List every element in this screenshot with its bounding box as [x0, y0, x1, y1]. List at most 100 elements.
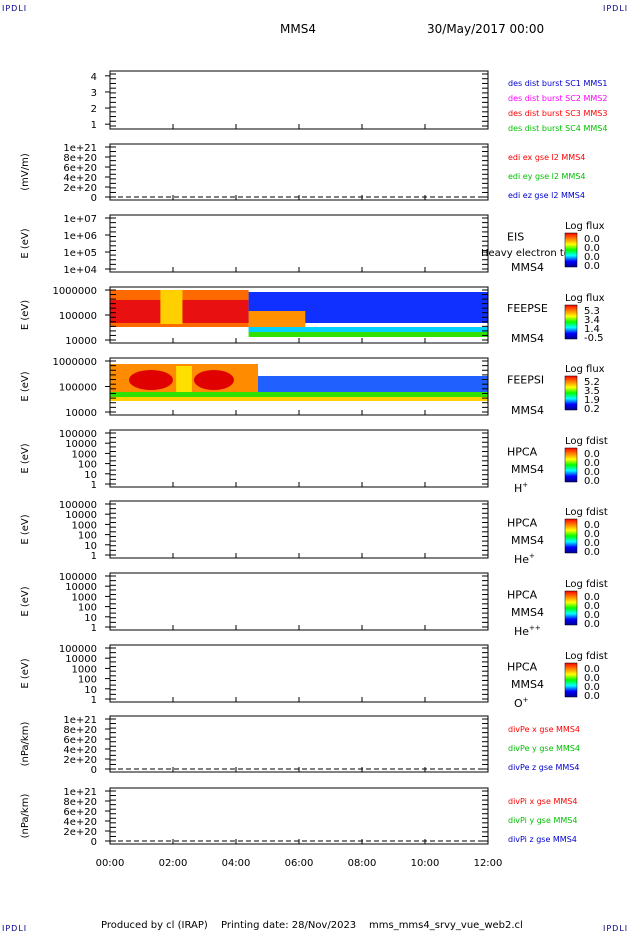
- instrument-label: HPCA: [507, 446, 538, 459]
- y-axis-label: E (eV): [20, 443, 31, 473]
- y-tick-label: 2e+20: [63, 755, 97, 766]
- feepse-gap: [160, 290, 183, 324]
- y-axis-label: E (eV): [20, 586, 31, 616]
- y-tick-label: 10000: [65, 510, 97, 521]
- y-tick-label: 10000: [65, 336, 97, 347]
- colorbar-tick-label: 0.0: [584, 538, 600, 549]
- y-tick-label: 100000: [59, 572, 97, 583]
- footer-produced-by: Produced by cl (IRAP): [101, 920, 208, 931]
- feepsi-core-right: [193, 370, 234, 390]
- time-tick-label: 00:00: [96, 858, 125, 869]
- series-legend-entry: divPe y gse MMS4: [508, 744, 580, 753]
- instrument-label: FEEPSI: [507, 374, 544, 387]
- date-title: 30/May/2017 00:00: [427, 22, 545, 36]
- corner-label-top-left: IPDLI: [2, 4, 28, 13]
- footer-printing-date: Printing date: 28/Nov/2023: [221, 920, 357, 931]
- y-tick-label: 100000: [59, 429, 97, 440]
- colorbar-tick-label: 0.0: [584, 458, 600, 469]
- colorbar-tick-label: 0.0: [584, 449, 600, 460]
- y-tick-label: 8e+20: [63, 725, 97, 736]
- panel-frame: [109, 429, 489, 488]
- y-tick-label: 4e+20: [63, 745, 97, 756]
- y-tick-label: 4e+20: [63, 817, 97, 828]
- y-tick-label: 1: [91, 480, 97, 491]
- series-legend-entry: des dist burst SC1 MMS1: [508, 79, 607, 88]
- feepsi-gap: [176, 366, 192, 393]
- colorbar-tick-label: 1.4: [584, 324, 600, 335]
- y-tick-label: 10000: [65, 654, 97, 665]
- series-legend-entry: divPe x gse MMS4: [508, 725, 580, 734]
- instrument-label: FEEPSE: [507, 302, 548, 315]
- y-tick-label: 10: [84, 541, 97, 552]
- species-label: He++: [514, 624, 541, 638]
- y-tick-label: 100: [78, 603, 97, 614]
- y-tick-label: 1e+06: [63, 231, 97, 242]
- series-legend-entry: divPi z gse MMS4: [508, 835, 577, 844]
- colorbar-tick-label: 0.0: [584, 610, 600, 621]
- y-tick-label: 1e+21: [63, 787, 97, 798]
- colorbar-title: Log flux: [565, 221, 605, 232]
- y-tick-label: 10000: [65, 439, 97, 450]
- y-tick-label: 0: [91, 837, 97, 848]
- time-tick-label: 08:00: [348, 858, 377, 869]
- colorbar-tick-label: 5.3: [584, 306, 600, 317]
- colorbar: [564, 447, 578, 483]
- colorbar-tick-label: 0.0: [584, 476, 600, 487]
- y-tick-label: 1000000: [52, 357, 97, 368]
- y-tick-label: 10: [84, 613, 97, 624]
- colorbar-tick-label: -0.5: [584, 333, 604, 344]
- overlay-text: Heavy electron to: [481, 248, 570, 259]
- series-legend-entry: des dist burst SC4 MMS4: [508, 124, 607, 133]
- colorbar-tick-label: 0.0: [584, 520, 600, 531]
- time-tick-label: 02:00: [159, 858, 188, 869]
- colorbar-tick-label: 0.0: [584, 673, 600, 684]
- y-tick-label: 8e+20: [63, 797, 97, 808]
- colorbar-title: Log flux: [565, 364, 605, 375]
- panel-frame: [109, 644, 489, 703]
- y-tick-label: 1e+04: [63, 265, 97, 276]
- y-tick-label: 6e+20: [63, 807, 97, 818]
- series-legend-entry: edi ez gse l2 MMS4: [508, 191, 585, 200]
- time-tick-label: 06:00: [285, 858, 314, 869]
- panel-frame: [109, 572, 489, 631]
- y-tick-label: 1000: [72, 449, 97, 460]
- colorbar-title: Log fdist: [565, 651, 608, 662]
- y-tick-label: 3: [91, 88, 97, 99]
- y-tick-label: 100: [78, 531, 97, 542]
- colorbar-tick-label: 5.2: [584, 377, 600, 388]
- spacecraft-label: MMS4: [511, 534, 544, 547]
- spacecraft-label: MMS4: [511, 463, 544, 476]
- species-charge: +: [523, 696, 529, 704]
- colorbar-tick-label: 0.2: [584, 404, 600, 415]
- colorbar: [564, 662, 578, 698]
- y-tick-label: 10: [84, 685, 97, 696]
- series-legend-entry: edi ey gse l2 MMS4: [508, 172, 586, 181]
- colorbar-tick-label: 0.0: [584, 691, 600, 702]
- time-tick-label: 12:00: [474, 858, 503, 869]
- colorbar-title: Log fdist: [565, 507, 608, 518]
- spacecraft-label: MMS4: [511, 404, 544, 417]
- y-tick-label: 2e+20: [63, 183, 97, 194]
- colorbar: [564, 518, 578, 554]
- y-axis-label: E (eV): [20, 371, 31, 401]
- colorbar: [564, 590, 578, 626]
- y-tick-label: 1: [91, 551, 97, 562]
- colorbar-tick-label: 0.0: [584, 601, 600, 612]
- y-tick-label: 10000: [65, 408, 97, 419]
- colorbar-tick-label: 3.4: [584, 315, 600, 326]
- y-tick-label: 1e+21: [63, 715, 97, 726]
- panel-frame: [109, 143, 489, 201]
- feepsi-core-left: [128, 370, 173, 390]
- colorbar-tick-label: 0.0: [584, 619, 600, 630]
- feepsi-green-band: [110, 392, 488, 397]
- y-tick-label: 8e+20: [63, 153, 97, 164]
- y-tick-label: 6e+20: [63, 735, 97, 746]
- colorbar-tick-label: 0.0: [584, 529, 600, 540]
- y-axis-label: (nPa/km): [20, 794, 31, 839]
- y-tick-label: 1000: [72, 592, 97, 603]
- panel-frame: [109, 787, 489, 845]
- feepse-spectrogram: [110, 290, 488, 337]
- y-axis-label: E (eV): [20, 658, 31, 688]
- y-tick-label: 1000: [72, 664, 97, 675]
